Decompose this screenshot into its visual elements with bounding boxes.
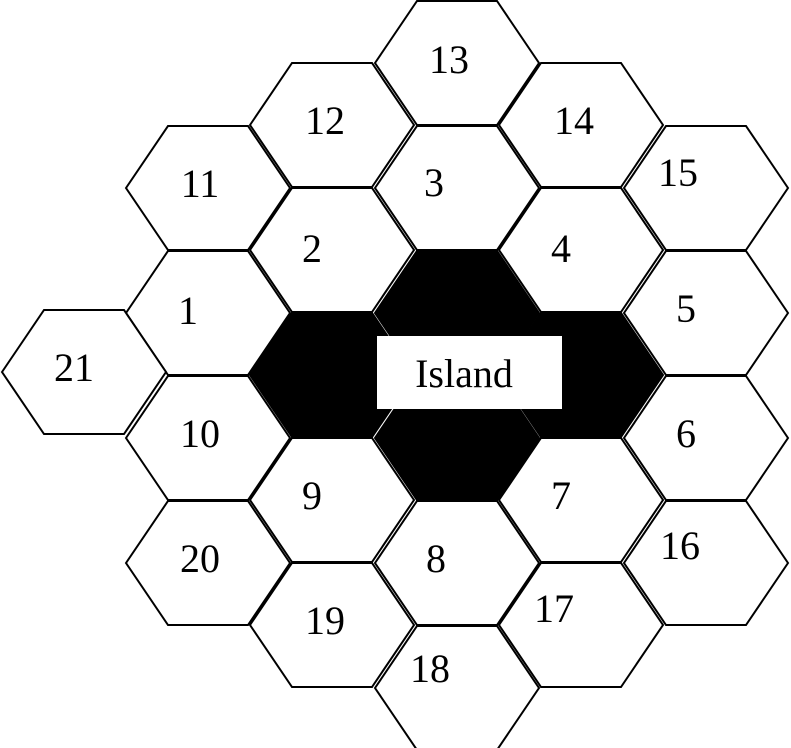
hex-cell-shape <box>373 625 541 748</box>
hex-cell-label: 5 <box>676 286 696 331</box>
island-label: Island <box>415 351 513 396</box>
hex-cell-shape <box>0 309 168 435</box>
hex-cell-14: 14 <box>497 62 665 188</box>
hex-cell-13: 13 <box>373 0 541 126</box>
hex-cell-shape <box>373 0 541 126</box>
hex-cell-shape <box>622 125 790 251</box>
hex-cell-12: 12 <box>248 62 416 188</box>
hex-cell-17: 17 <box>497 562 665 688</box>
hex-cell-label: 7 <box>551 473 571 518</box>
hex-cell-shape <box>622 500 790 626</box>
hex-cell-label: 6 <box>676 411 696 456</box>
hex-cell-label: 16 <box>660 523 700 568</box>
hex-cell-label: 8 <box>426 536 446 581</box>
hex-cell-label: 9 <box>302 473 322 518</box>
hex-cell-shape <box>248 562 416 688</box>
hex-cell-8: 8 <box>373 500 541 626</box>
hex-cell-20: 20 <box>124 500 292 626</box>
hex-cell-shape <box>497 62 665 188</box>
hex-cell-shape <box>124 125 292 251</box>
hex-cell-label: 14 <box>554 98 594 143</box>
hex-cell-label: 15 <box>658 150 698 195</box>
hex-cell-shape <box>497 562 665 688</box>
island-label-box <box>377 336 562 409</box>
hex-cell-19: 19 <box>248 562 416 688</box>
hex-cell-label: 12 <box>305 98 345 143</box>
hex-cell-label: 4 <box>551 226 571 271</box>
hex-cell-label: 11 <box>181 161 220 206</box>
hex-cell-16: 16 <box>622 500 790 626</box>
hex-cell-4: 4 <box>497 187 665 313</box>
hex-cell-21: 21 <box>0 309 168 435</box>
hex-cell-11: 11 <box>124 125 292 251</box>
hex-cell-label: 17 <box>534 586 574 631</box>
hex-cell-label: 20 <box>180 536 220 581</box>
hex-cell-label: 13 <box>429 37 469 82</box>
island-label-group: Island <box>377 336 562 409</box>
hex-cell-3: 3 <box>373 125 541 251</box>
hex-cell-label: 1 <box>178 288 198 333</box>
hex-cell-18: 18 <box>373 625 541 748</box>
hex-cell-15: 15 <box>622 125 790 251</box>
hex-cell-label: 21 <box>54 345 94 390</box>
hex-cell-label: 19 <box>305 598 345 643</box>
hex-cell-shape <box>248 62 416 188</box>
hex-cell-label: 3 <box>424 160 444 205</box>
hex-cell-shape <box>124 500 292 626</box>
hex-cell-label: 18 <box>410 646 450 691</box>
hex-cell-label: 10 <box>180 411 220 456</box>
hex-cell-label: 2 <box>302 226 322 271</box>
